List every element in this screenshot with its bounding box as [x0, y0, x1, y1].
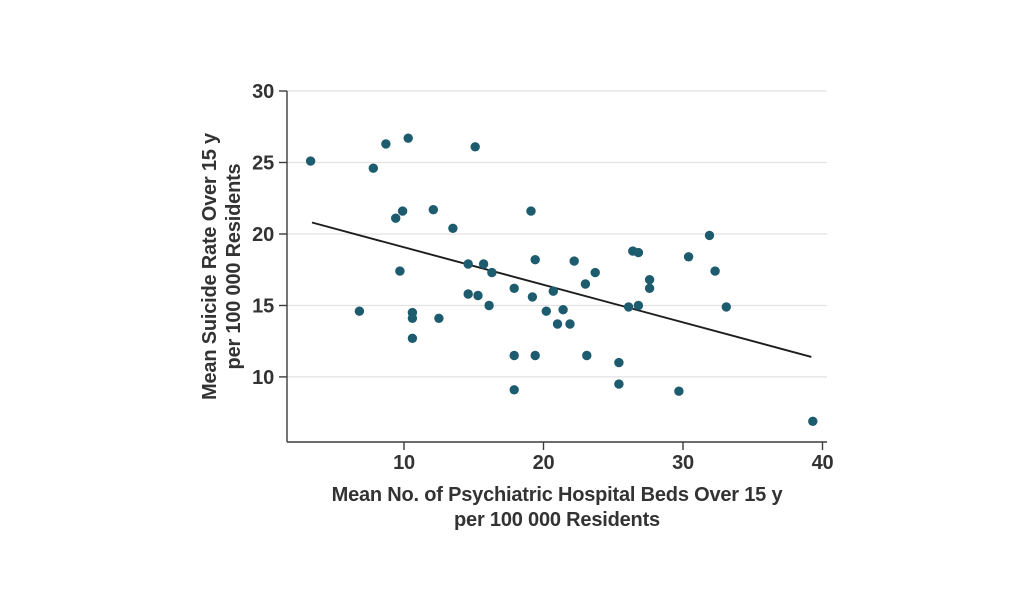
data-point [509, 283, 519, 293]
data-point [509, 350, 519, 361]
data-point [428, 205, 438, 215]
x-tick-label: 30 [672, 452, 694, 474]
data-point [580, 279, 591, 289]
data-point [391, 213, 401, 223]
y-tick-label: 15 [252, 296, 274, 318]
data-point [473, 290, 483, 301]
y-axis-title: per 100 000 Residents [223, 163, 245, 369]
data-point [407, 333, 418, 343]
trend-line [311, 221, 812, 358]
data-point [582, 350, 592, 361]
data-point [541, 306, 551, 316]
data-point [527, 292, 538, 302]
data-point [552, 319, 563, 329]
x-axis-title: Mean No. of Psychiatric Hospital Beds Ov… [332, 484, 784, 506]
data-point [704, 230, 715, 241]
data-point [368, 163, 378, 173]
data-point [395, 266, 405, 276]
data-point [808, 416, 818, 426]
data-point [644, 283, 655, 293]
x-tick-label: 10 [393, 452, 415, 474]
data-point [721, 302, 731, 312]
data-point [569, 256, 579, 266]
data-point [448, 223, 458, 233]
data-point [623, 302, 634, 312]
data-point [434, 313, 444, 323]
data-point [530, 255, 540, 265]
y-tick-label: 10 [252, 367, 274, 389]
data-point [484, 300, 494, 311]
data-point [614, 357, 624, 368]
data-point [710, 266, 720, 276]
data-point [354, 306, 365, 316]
data-point [381, 139, 391, 149]
x-tick-label: 20 [533, 452, 555, 474]
data-point [487, 267, 497, 278]
data-point [463, 289, 473, 299]
data-point [565, 319, 575, 329]
y-tick-label: 30 [252, 81, 274, 103]
data-point [407, 313, 418, 323]
x-axis-title: per 100 000 Residents [454, 509, 660, 531]
y-tick-label: 25 [252, 153, 274, 175]
data-point [683, 252, 694, 262]
data-point [470, 142, 480, 152]
data-point [530, 350, 540, 361]
data-point [558, 305, 568, 315]
data-point [463, 259, 473, 269]
data-point [509, 385, 519, 395]
x-tick-label: 40 [812, 452, 834, 474]
data-point [590, 267, 600, 278]
data-point [548, 286, 558, 296]
data-point [644, 275, 655, 285]
data-point [403, 133, 413, 143]
y-tick-label: 20 [252, 224, 274, 246]
data-point [674, 386, 684, 396]
data-point [633, 300, 644, 311]
data-point [614, 379, 624, 389]
data-point [397, 206, 408, 216]
y-axis-title: Mean Suicide Rate Over 15 y [199, 132, 221, 400]
data-point [526, 206, 536, 216]
data-point [633, 247, 644, 258]
data-point [478, 259, 489, 269]
data-point [305, 156, 316, 166]
